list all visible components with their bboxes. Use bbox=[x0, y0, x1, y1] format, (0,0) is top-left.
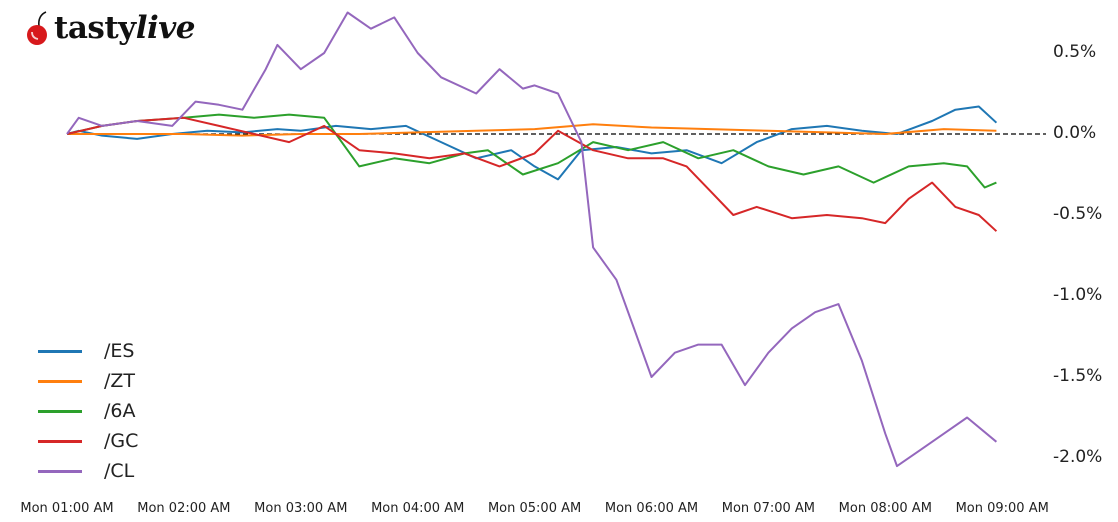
logo-text: tastylive bbox=[54, 10, 196, 46]
y-tick-label: -1.5% bbox=[1053, 366, 1103, 386]
y-tick-label: 0.0% bbox=[1053, 123, 1097, 143]
legend-item: /ZT bbox=[38, 366, 138, 396]
series-line-gc bbox=[66, 116, 998, 232]
x-tick-label: Mon 01:00 AM bbox=[20, 501, 114, 516]
series-line-es bbox=[66, 105, 998, 181]
x-tick-label: Mon 04:00 AM bbox=[371, 501, 465, 516]
legend-label: /6A bbox=[104, 400, 136, 422]
legend-swatch bbox=[38, 349, 82, 353]
legend-label: /ES bbox=[104, 340, 135, 362]
series-layer bbox=[66, 11, 998, 468]
legend-label: /CL bbox=[104, 460, 135, 482]
legend-item: /GC bbox=[38, 426, 138, 456]
legend-item: /6A bbox=[38, 396, 138, 426]
legend-item: /CL bbox=[38, 456, 138, 486]
y-tick-label: -0.5% bbox=[1053, 204, 1103, 224]
y-tick-label: -2.0% bbox=[1053, 447, 1103, 467]
series-line-6a bbox=[66, 113, 997, 189]
x-tick-label: Mon 07:00 AM bbox=[721, 501, 816, 516]
series-line-zt bbox=[67, 123, 997, 137]
legend-label: /ZT bbox=[104, 370, 136, 392]
legend-swatch bbox=[38, 439, 82, 443]
y-tick-label: -1.0% bbox=[1053, 285, 1103, 305]
series-line-cl bbox=[66, 11, 998, 468]
y-tick-label: 0.5% bbox=[1053, 42, 1097, 62]
legend-item: /ES bbox=[38, 336, 138, 366]
x-tick-label: Mon 02:00 AM bbox=[137, 501, 231, 516]
legend-swatch bbox=[38, 379, 82, 383]
x-tick-label: Mon 03:00 AM bbox=[254, 501, 348, 516]
legend-swatch bbox=[38, 409, 82, 413]
legend: /ES/ZT/6A/GC/CL bbox=[38, 336, 138, 486]
x-tick-label: Mon 08:00 AM bbox=[838, 501, 932, 516]
legend-label: /GC bbox=[104, 430, 139, 452]
x-tick-label: Mon 06:00 AM bbox=[604, 501, 699, 516]
x-tick-label: Mon 05:00 AM bbox=[487, 501, 582, 516]
cherry-icon bbox=[27, 11, 47, 45]
tastylive-logo: tastylive bbox=[24, 8, 196, 48]
legend-swatch bbox=[38, 469, 82, 473]
x-tick-label: Mon 09:00 AM bbox=[955, 501, 1049, 516]
